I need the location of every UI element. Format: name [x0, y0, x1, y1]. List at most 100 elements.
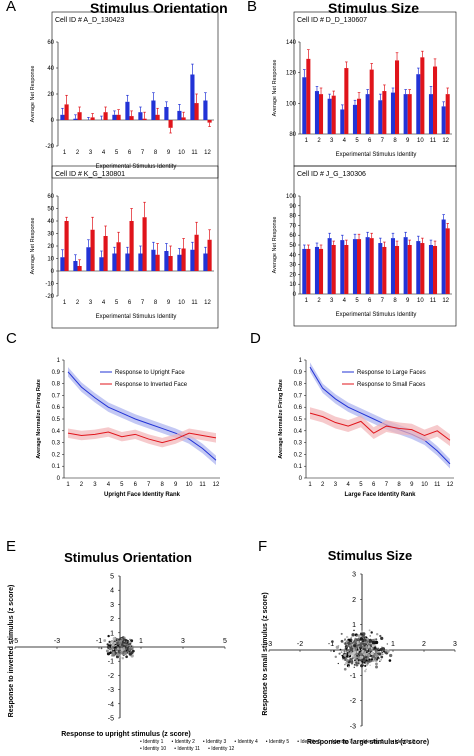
chart-b2-bar: [420, 243, 425, 294]
chart-e-xtick-label: 3: [181, 638, 185, 645]
chart-f-point: [362, 650, 364, 652]
chart-f-point: [367, 650, 370, 653]
chart-f-point: [382, 647, 385, 651]
chart-f-point: [353, 664, 356, 666]
chart-f-point: [368, 647, 372, 651]
chart-f-point: [338, 652, 341, 655]
chart-f-point: [363, 669, 367, 673]
chart-e-point: [111, 641, 114, 644]
chart-b2-bar: [428, 245, 433, 294]
chart-e-point: [127, 650, 130, 652]
chart-a2-bar: [86, 247, 91, 271]
chart-f-point: [346, 659, 349, 662]
chart-f-point: [345, 648, 348, 650]
chart-e-point: [122, 647, 126, 651]
chart-c-xtick-label: 6: [134, 482, 138, 488]
chart-e-ytick-label: 1: [110, 630, 114, 637]
chart-f-point: [357, 635, 361, 639]
chart-a2-xtick-label: 11: [191, 300, 198, 306]
chart-a2-bar: [125, 253, 130, 271]
chart-e-point: [131, 649, 135, 653]
legend-item: • Identity 10: [140, 746, 167, 752]
chart-f-point: [341, 654, 344, 657]
legend-item: • Identity 6: [297, 739, 321, 745]
chart-b1-bar: [416, 74, 421, 134]
chart-f-point: [340, 632, 343, 635]
chart-d-ytick-label: 0.7: [294, 393, 303, 399]
chart-f-point: [332, 650, 335, 653]
chart-f-xtick-label: 3: [453, 641, 457, 648]
chart-e-point: [117, 645, 119, 647]
chart-f-point: [359, 653, 361, 655]
chart-f-point: [349, 648, 354, 652]
chart-a1-bar: [190, 74, 195, 120]
chart-a1-xtick-label: 3: [89, 150, 93, 156]
chart-e-point: [112, 648, 115, 651]
chart-a1-ytick-label: 0: [51, 118, 55, 124]
chart-d-ytick-label: 0.4: [294, 429, 303, 435]
chart-d-xtick-label: 4: [347, 482, 351, 488]
chart-e-point: [128, 645, 130, 648]
chart-b1-bar: [352, 104, 357, 134]
chart-a1-xtick-label: 11: [191, 150, 198, 156]
chart-b2-bar: [441, 219, 446, 294]
chart-f-point: [344, 639, 346, 641]
chart-b2-xtick-label: 6: [368, 298, 372, 304]
chart-b1-bar: [390, 92, 395, 134]
chart-b2-frame: [293, 165, 457, 327]
chart-f-point: [345, 635, 349, 639]
chart-f-point: [343, 667, 347, 671]
chart-b2-bar: [382, 246, 387, 294]
chart-a1-xlabel: Experimental Stimulus Identity: [96, 164, 177, 170]
chart-c-ytick-label: 0.3: [52, 441, 61, 447]
chart-b2-bar: [352, 239, 357, 294]
chart-f-point: [349, 658, 352, 661]
chart-f-point: [350, 641, 354, 645]
chart-e-point: [129, 650, 131, 652]
chart-e-ytick-label: -4: [108, 701, 114, 708]
chart-c-xtick-label: 12: [213, 482, 220, 488]
chart-f-point: [358, 641, 361, 644]
chart-b2-bar: [445, 228, 450, 294]
chart-d-xtick-label: 1: [308, 482, 312, 488]
chart-f-point: [358, 658, 362, 662]
chart-b2-xtick-label: 4: [343, 298, 347, 304]
chart-a1-xtick-label: 2: [76, 150, 80, 156]
chart-f-point: [351, 652, 355, 656]
chart-f-point: [375, 665, 379, 669]
chart-b1-bar: [357, 98, 362, 134]
chart-f-point: [370, 642, 372, 645]
chart-c-xtick-label: 11: [199, 482, 206, 488]
chart-e-point: [131, 645, 134, 647]
chart-a2-ytick-label: -20: [45, 294, 54, 300]
chart-b1-bar: [395, 60, 400, 134]
chart-f-ytick-label: -2: [350, 698, 356, 705]
chart-e-point: [119, 656, 122, 659]
chart-d-ytick-label: 0.2: [294, 452, 303, 458]
chart-f-point: [343, 654, 347, 657]
chart-a2-ytick-label: -10: [45, 282, 54, 288]
chart-b2-ytick-label: 40: [289, 253, 296, 259]
chart-b1-bar: [445, 94, 450, 134]
chart-b2-ytick-label: 60: [289, 233, 296, 239]
chart-f-point: [360, 664, 364, 668]
chart-a1-xtick-label: 9: [167, 150, 171, 156]
chart-d-xlabel: Large Face Identity Rank: [344, 492, 416, 498]
chart-f-point: [380, 636, 384, 641]
chart-b1-xtick-label: 8: [393, 138, 397, 144]
chart-f-xtick-label: 2: [422, 641, 426, 648]
chart-f-point: [379, 634, 382, 638]
chart-d-line-blue: [309, 366, 451, 465]
chart-f-ytick-label: -1: [350, 673, 356, 680]
chart-d-xtick-label: 6: [372, 482, 376, 488]
chart-a2-bar: [194, 234, 199, 271]
legend-item: • Identity 5: [265, 739, 290, 745]
chart-f-point: [353, 629, 355, 632]
chart-e-point: [120, 643, 124, 646]
chart-f-point: [359, 656, 362, 660]
chart-d-ytick-label: 0.9: [294, 370, 303, 376]
chart-a2-bar: [116, 242, 121, 271]
chart-f-point: [370, 660, 373, 662]
chart-f-point: [363, 642, 366, 646]
chart-f-point: [360, 654, 363, 657]
